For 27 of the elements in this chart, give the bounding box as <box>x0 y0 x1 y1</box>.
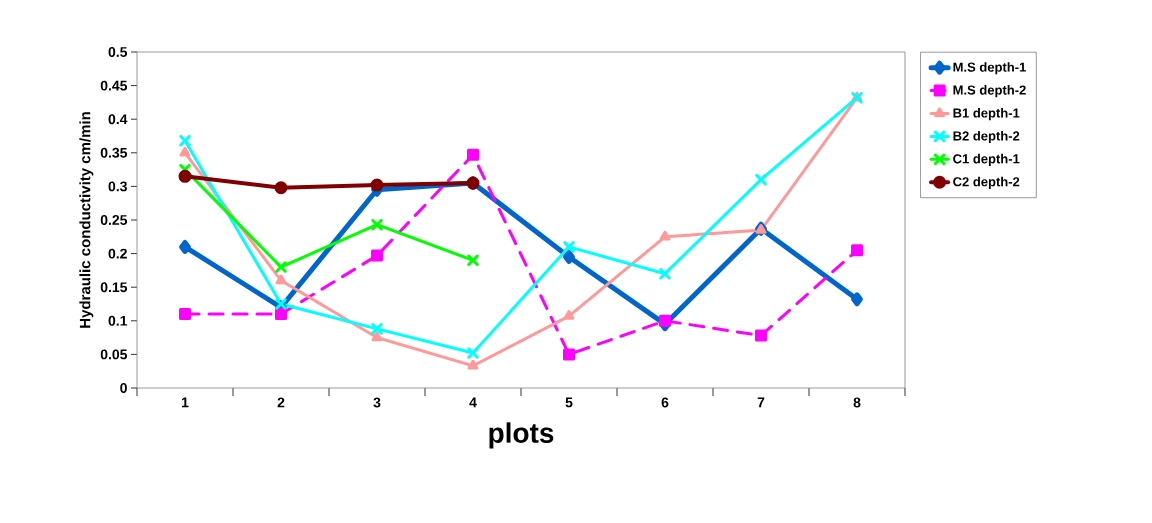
x-tick-label: 6 <box>661 397 669 408</box>
x-tick-label: 5 <box>565 397 573 408</box>
legend-label: M.S depth-2 <box>953 85 1026 98</box>
x-tick-label: 2 <box>277 397 285 408</box>
x-tick-label: 1 <box>181 397 189 408</box>
x-axis-title: plots <box>489 422 554 449</box>
y-tick-label: 0.2 <box>108 248 127 259</box>
y-tick-label: 0.05 <box>100 349 128 360</box>
legend-label: B2 depth-2 <box>953 130 1020 144</box>
y-tick-label: 0.3 <box>108 181 127 192</box>
y-tick-label: 0.5 <box>108 47 128 57</box>
legend-label: B1 depth-1 <box>953 108 1020 121</box>
y-tick-label: 0.25 <box>100 215 128 225</box>
y-tick-label: 0.15 <box>100 282 128 293</box>
x-tick-label: 7 <box>757 397 765 408</box>
y-tick-label: 0.35 <box>100 147 128 158</box>
y-tick-label: 0 <box>120 383 127 393</box>
y-tick-label: 0.45 <box>100 80 128 91</box>
x-tick-label: 4 <box>469 397 477 408</box>
legend-label: C2 depth-2 <box>953 176 1020 189</box>
legend-label: M.S depth-1 <box>953 62 1026 75</box>
x-tick-label: 3 <box>373 397 381 408</box>
x-tick-label: 8 <box>853 397 861 408</box>
legend-label: C1 depth-1 <box>953 153 1020 166</box>
y-axis-title: Hydraulic conductivity cm/min <box>79 112 94 328</box>
y-tick-label: 0.1 <box>108 315 128 326</box>
y-tick-label: 0.4 <box>108 114 128 125</box>
